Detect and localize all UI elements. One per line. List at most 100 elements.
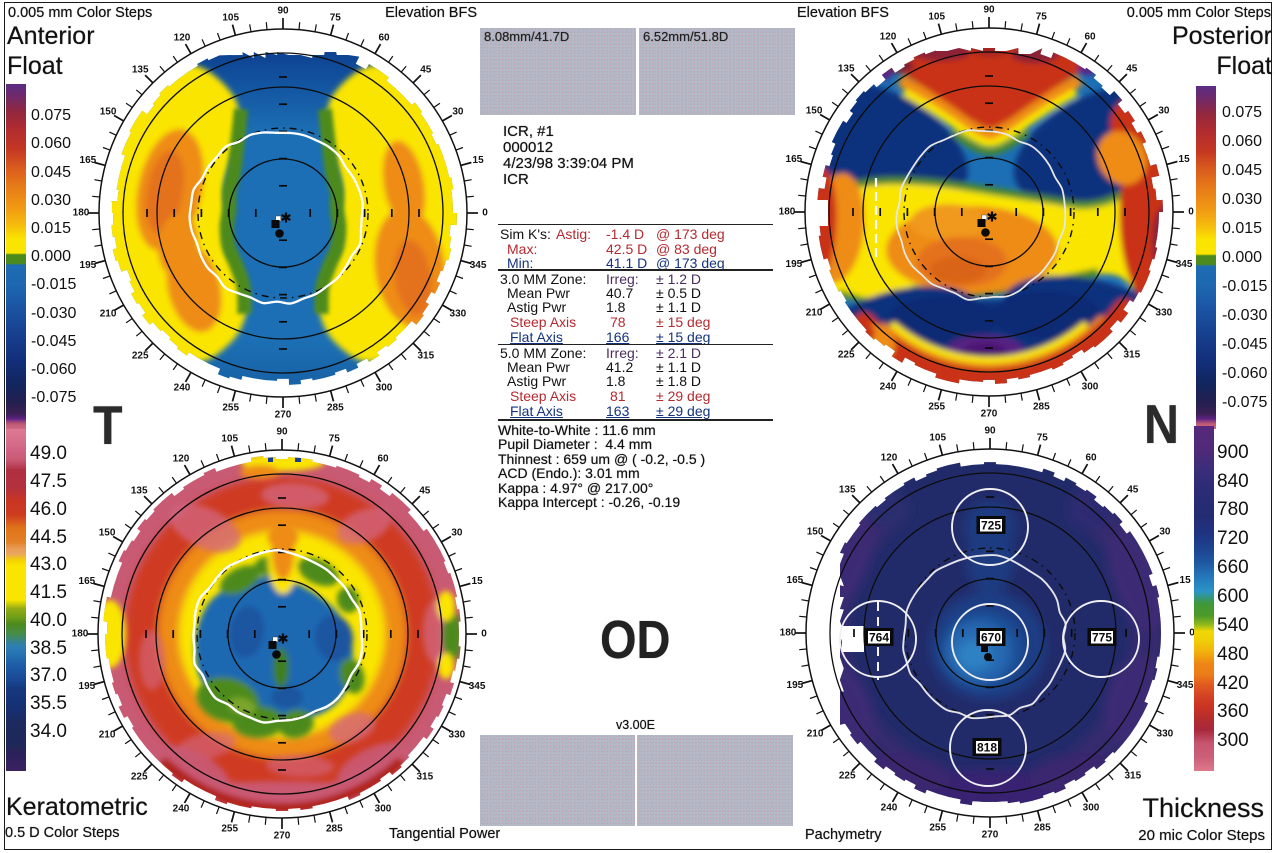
svg-text:180: 180 xyxy=(72,629,89,640)
svg-text:315: 315 xyxy=(416,771,433,782)
svg-text:285: 285 xyxy=(1033,402,1050,413)
svg-text:0: 0 xyxy=(1188,207,1194,218)
svg-text:180: 180 xyxy=(779,207,796,218)
svg-text:180: 180 xyxy=(780,628,797,639)
svg-text:165: 165 xyxy=(79,576,96,587)
svg-text:240: 240 xyxy=(174,382,191,393)
svg-text:90: 90 xyxy=(276,427,288,438)
svg-text:240: 240 xyxy=(173,803,190,814)
svg-text:0: 0 xyxy=(482,208,488,219)
svg-text:315: 315 xyxy=(417,350,434,361)
svg-text:150: 150 xyxy=(806,106,823,117)
svg-text:315: 315 xyxy=(1123,349,1140,360)
svg-text:210: 210 xyxy=(807,729,824,740)
svg-text:270: 270 xyxy=(274,831,291,842)
svg-text:775: 775 xyxy=(1092,631,1112,645)
svg-text:120: 120 xyxy=(880,32,897,43)
svg-text:150: 150 xyxy=(99,528,116,539)
svg-text:165: 165 xyxy=(786,154,803,165)
svg-text:120: 120 xyxy=(173,454,190,465)
svg-text:255: 255 xyxy=(221,824,238,835)
svg-text:75: 75 xyxy=(330,12,342,23)
svg-text:300: 300 xyxy=(1083,802,1100,813)
svg-text:195: 195 xyxy=(787,680,804,691)
svg-text:0: 0 xyxy=(1189,628,1195,639)
svg-text:225: 225 xyxy=(839,770,856,781)
svg-text:270: 270 xyxy=(275,410,292,421)
svg-text:60: 60 xyxy=(377,454,389,465)
svg-text:210: 210 xyxy=(99,730,116,741)
svg-text:15: 15 xyxy=(473,155,485,166)
svg-text:165: 165 xyxy=(787,575,804,586)
svg-text:255: 255 xyxy=(222,403,239,414)
svg-text:105: 105 xyxy=(222,12,239,23)
svg-text:210: 210 xyxy=(806,308,823,319)
svg-text:195: 195 xyxy=(786,259,803,270)
svg-text:270: 270 xyxy=(982,830,999,841)
svg-text:240: 240 xyxy=(880,381,897,392)
svg-text:330: 330 xyxy=(450,309,467,320)
svg-text:240: 240 xyxy=(881,802,898,813)
svg-text:105: 105 xyxy=(929,432,946,443)
svg-text:180: 180 xyxy=(73,208,90,219)
svg-text:150: 150 xyxy=(807,527,824,538)
svg-text:285: 285 xyxy=(326,824,343,835)
svg-text:345: 345 xyxy=(1177,680,1194,691)
svg-text:105: 105 xyxy=(221,433,238,444)
svg-text:345: 345 xyxy=(1176,259,1193,270)
svg-text:45: 45 xyxy=(1126,64,1138,75)
svg-text:90: 90 xyxy=(983,5,995,16)
svg-text:120: 120 xyxy=(174,33,191,44)
svg-text:210: 210 xyxy=(100,309,117,320)
svg-text:165: 165 xyxy=(80,155,97,166)
svg-text:225: 225 xyxy=(131,771,148,782)
svg-text:330: 330 xyxy=(1156,308,1173,319)
svg-text:60: 60 xyxy=(1084,32,1096,43)
svg-text:195: 195 xyxy=(80,260,97,271)
svg-text:764: 764 xyxy=(869,631,889,645)
svg-text:330: 330 xyxy=(1157,729,1174,740)
svg-text:135: 135 xyxy=(839,485,856,496)
svg-text:15: 15 xyxy=(472,576,484,587)
svg-text:30: 30 xyxy=(1159,527,1171,538)
svg-text:315: 315 xyxy=(1124,770,1141,781)
svg-text:120: 120 xyxy=(881,453,898,464)
svg-text:150: 150 xyxy=(100,107,117,118)
svg-text:225: 225 xyxy=(132,350,149,361)
svg-text:30: 30 xyxy=(452,107,464,118)
svg-text:105: 105 xyxy=(928,11,945,22)
svg-text:30: 30 xyxy=(451,528,463,539)
svg-text:670: 670 xyxy=(981,631,1001,645)
svg-text:60: 60 xyxy=(378,33,390,44)
svg-text:818: 818 xyxy=(977,741,997,755)
svg-text:45: 45 xyxy=(420,65,432,76)
svg-text:270: 270 xyxy=(981,409,998,420)
svg-text:285: 285 xyxy=(1034,823,1051,834)
svg-text:90: 90 xyxy=(277,6,289,17)
svg-text:0: 0 xyxy=(481,629,487,640)
svg-text:15: 15 xyxy=(1179,154,1191,165)
svg-text:135: 135 xyxy=(838,64,855,75)
svg-text:75: 75 xyxy=(1036,11,1048,22)
svg-text:135: 135 xyxy=(132,65,149,76)
svg-text:75: 75 xyxy=(1037,432,1049,443)
svg-text:255: 255 xyxy=(928,402,945,413)
svg-text:60: 60 xyxy=(1085,453,1097,464)
svg-text:330: 330 xyxy=(449,730,466,741)
svg-text:195: 195 xyxy=(79,681,96,692)
svg-text:75: 75 xyxy=(329,433,341,444)
svg-text:255: 255 xyxy=(929,823,946,834)
svg-text:725: 725 xyxy=(981,519,1001,533)
svg-text:345: 345 xyxy=(469,681,486,692)
svg-text:90: 90 xyxy=(984,426,996,437)
svg-text:30: 30 xyxy=(1158,106,1170,117)
svg-text:15: 15 xyxy=(1180,575,1192,586)
svg-text:285: 285 xyxy=(327,403,344,414)
svg-text:300: 300 xyxy=(1082,381,1099,392)
svg-text:300: 300 xyxy=(376,382,393,393)
svg-text:45: 45 xyxy=(1127,485,1139,496)
svg-text:345: 345 xyxy=(470,260,487,271)
svg-text:45: 45 xyxy=(419,486,431,497)
svg-text:225: 225 xyxy=(838,349,855,360)
svg-text:135: 135 xyxy=(131,486,148,497)
